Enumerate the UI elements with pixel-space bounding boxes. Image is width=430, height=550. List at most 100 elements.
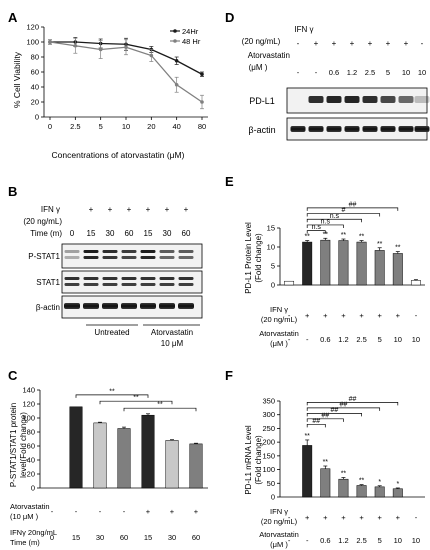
panel-f-sig-label: ## <box>349 396 357 403</box>
panel-a-point <box>174 82 179 87</box>
band-stat1-lower <box>178 283 194 286</box>
panel-a-point <box>149 53 154 58</box>
panel-f-bar <box>374 486 385 498</box>
panel-a-ytick-label: 80 <box>31 53 39 62</box>
panel-a-ytick-label: 0 <box>35 113 39 122</box>
band-pd-l1 <box>308 96 324 103</box>
panel-f-ytick-label: 100 <box>262 465 275 474</box>
band-pstat1-lower <box>121 256 137 259</box>
panel-a-xtick-label: 2.5 <box>70 122 80 131</box>
panel-e-ylabel-1: PD-L1 Protein Level <box>244 222 253 294</box>
band-pstat1-lower <box>102 256 118 259</box>
panel-f-bar <box>302 445 313 498</box>
panel-d-ifn-sign: + <box>332 39 337 48</box>
panel-a-ylabel: % Cell Viability <box>12 51 22 108</box>
panel-f-row1-value: + <box>396 513 401 522</box>
panel-c-ytick-label: 140 <box>22 386 35 395</box>
panel-e-bar <box>284 280 295 286</box>
panel-a-ytick-label: 40 <box>31 83 39 92</box>
panel-c-row2-value: 0 <box>50 533 54 542</box>
panel-e-bar <box>392 253 403 286</box>
panel-d-ator-value: - <box>315 68 318 77</box>
panel-d-ator-value: 10 <box>402 68 410 77</box>
panel-e-row2-value: - <box>306 335 309 344</box>
panel-a-xtick-label: 5 <box>99 122 103 131</box>
panel-e-sig-bracket <box>306 224 344 228</box>
panel-f-ytick-label: 350 <box>262 397 275 406</box>
panel-d-ifn-sign: - <box>421 39 424 48</box>
panel-c-row2-value: 60 <box>192 533 200 542</box>
panel-e-row2-value: 2.5 <box>356 335 366 344</box>
panel-c-row1-label-b: (10 μM ) <box>10 512 39 521</box>
panel-a-point <box>174 58 179 63</box>
panel-b-ifn-sign: + <box>184 205 189 214</box>
band-pstat1-upper <box>121 250 137 253</box>
group-untreated-label: Untreated <box>94 328 129 337</box>
group-atorvastatin-label: Atorvastatin <box>151 328 193 337</box>
panel-c-ylabel-1: P-STAT1/STAT1 protein <box>9 403 18 487</box>
panel-f-row2-value: 5 <box>378 536 382 545</box>
band-stat1-lower <box>121 283 137 286</box>
panel-c-ylabel-2: level(Fold change) <box>19 412 28 478</box>
panel-e-significance: ** <box>341 232 347 239</box>
panel-f-sig-bracket <box>306 423 326 428</box>
band-pstat1-lower <box>178 256 194 259</box>
panel-c-row1-value: - <box>51 507 54 516</box>
band-pstat1-upper <box>159 250 175 253</box>
panel-a-point <box>200 72 204 77</box>
blot-label-pd-l1: PD-L1 <box>249 96 275 106</box>
panel-e-row2-value: - <box>288 335 291 344</box>
panel-b-time-value: 60 <box>182 229 191 238</box>
band-pstat1-upper <box>102 250 118 253</box>
panel-c-row2-label-a: IFNγ 20ng/mL <box>10 528 57 537</box>
panel-c-sig-label: ** <box>109 388 115 395</box>
panel-d-ator-value: 2.5 <box>365 68 375 77</box>
band-stat1-upper <box>159 277 175 280</box>
panel-e-row2-value: 0.6 <box>320 335 330 344</box>
legend-48hr-label: 48 Hr <box>182 37 201 46</box>
panel-f-bar <box>392 488 403 498</box>
panel-d-ifn-label: IFN γ <box>294 25 313 34</box>
blot-label-b-actin: β-actin <box>36 303 60 312</box>
panel-e-row1-label-b: (20 ng/mL) <box>261 315 298 324</box>
panel-e-bar <box>410 280 421 286</box>
panel-f-sig-bracket <box>306 407 381 411</box>
panel-e-bar <box>302 241 313 286</box>
panel-e-row2-value: 10 <box>394 335 402 344</box>
panel-b-ifn-sign: + <box>127 205 132 214</box>
panel-e-sig-label: # <box>341 207 345 214</box>
panel-e-ytick-label: 5 <box>271 262 275 271</box>
band-b-actin <box>159 303 175 309</box>
panel-a-point <box>124 45 128 50</box>
band-d-b-actin <box>308 126 324 132</box>
panel-c-bar <box>141 414 155 489</box>
panel-c-bar <box>69 406 83 489</box>
panel-f-ytick-label: 250 <box>262 424 275 433</box>
panel-f-row1-value: - <box>288 513 291 522</box>
panel-b-time-value: 60 <box>125 229 134 238</box>
panel-c-sig-label: ** <box>157 402 163 409</box>
panel-f-row1-label-a: IFN γ <box>270 507 288 516</box>
panel-e-row2-label-a: Atorvastatin <box>259 329 299 338</box>
band-pstat1-upper <box>140 250 156 253</box>
panel-b-time-value: 15 <box>87 229 96 238</box>
band-d-b-actin <box>380 126 396 132</box>
panel-b-ifn-sign: + <box>165 205 170 214</box>
panel-a-ytick-label: 100 <box>26 38 39 47</box>
band-d-b-actin <box>326 126 342 132</box>
panel-e-ytick-label: 0 <box>271 281 275 290</box>
band-stat1-upper <box>102 277 118 280</box>
panel-label-a: A <box>8 10 18 25</box>
panel-f-row1-label-b: (20 ng/mL) <box>261 517 298 526</box>
panel-f-sig-label: ## <box>340 401 348 408</box>
band-b-actin <box>140 303 156 309</box>
panel-a-xtick-label: 10 <box>122 122 130 131</box>
blot-stat1 <box>61 270 203 294</box>
panel-f-sig-label: ## <box>321 412 329 419</box>
panel-b-time-value: 30 <box>163 229 172 238</box>
panel-a-xtick-label: 40 <box>172 122 180 131</box>
panel-e-row1-value: + <box>305 311 310 320</box>
panel-f-ylabel-2: (Fold change) <box>254 435 263 485</box>
band-pd-l1 <box>380 96 396 103</box>
panel-e-sig-bracket <box>306 230 326 234</box>
